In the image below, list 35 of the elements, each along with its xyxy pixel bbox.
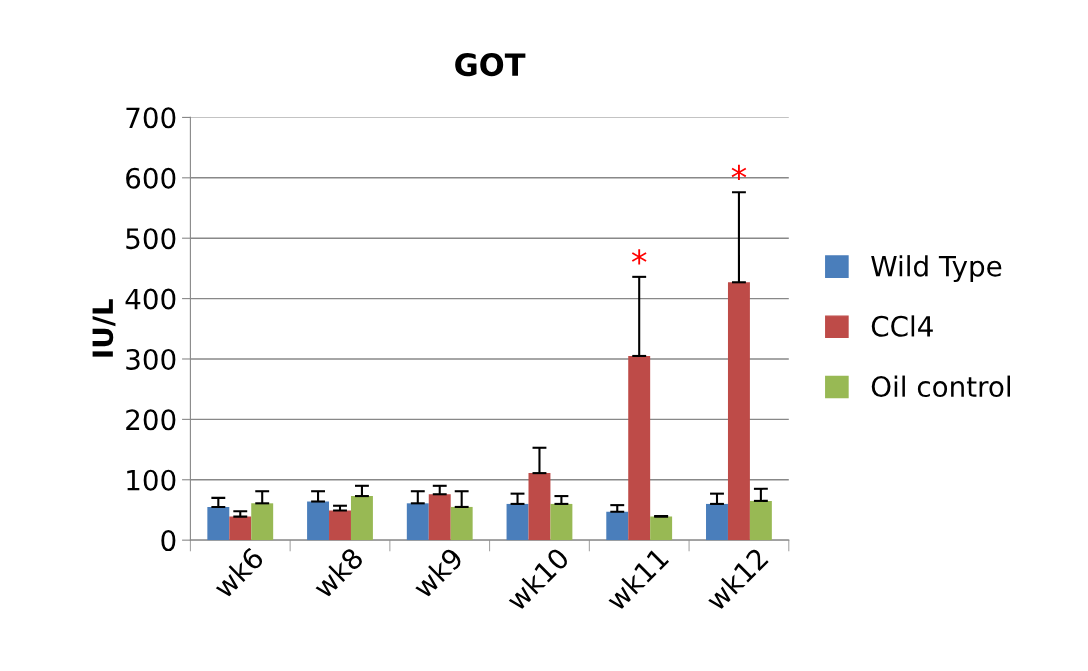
y-tick-label: 200 — [126, 409, 176, 431]
data-label: * — [731, 164, 747, 181]
bar — [251, 503, 274, 541]
y-tick-label: 500 — [126, 228, 176, 250]
bar — [450, 506, 473, 541]
bar — [650, 516, 673, 541]
x-tick-label: wk9 — [411, 546, 465, 600]
bar — [749, 500, 772, 541]
bar — [329, 510, 351, 541]
data-label: * — [631, 249, 647, 265]
bar — [506, 503, 529, 541]
legend-label: CCl4 — [871, 315, 933, 337]
bar — [350, 496, 373, 541]
bar — [628, 355, 651, 541]
y-axis-title: IU/L — [92, 299, 116, 357]
y-tick-label: 100 — [127, 469, 176, 491]
y-tick-label: 0 — [161, 530, 176, 552]
bar — [406, 503, 429, 541]
bar — [207, 506, 230, 541]
bar — [307, 501, 330, 541]
legend-label: Oil control — [871, 375, 1011, 398]
y-tick-label: 600 — [126, 167, 176, 189]
y-tick-label: 400 — [125, 288, 176, 310]
bar — [229, 516, 252, 541]
legend-label: Wild Type — [871, 255, 1002, 283]
chart-title: GOT — [455, 53, 526, 77]
bar — [706, 503, 728, 541]
bar — [727, 282, 750, 541]
y-tick-label: 700 — [126, 107, 176, 129]
bar — [528, 473, 551, 541]
bar — [428, 494, 451, 541]
bar — [550, 503, 573, 541]
bar — [606, 511, 629, 541]
x-tick-label: wk8 — [311, 546, 365, 600]
y-tick-label: 300 — [126, 348, 176, 370]
